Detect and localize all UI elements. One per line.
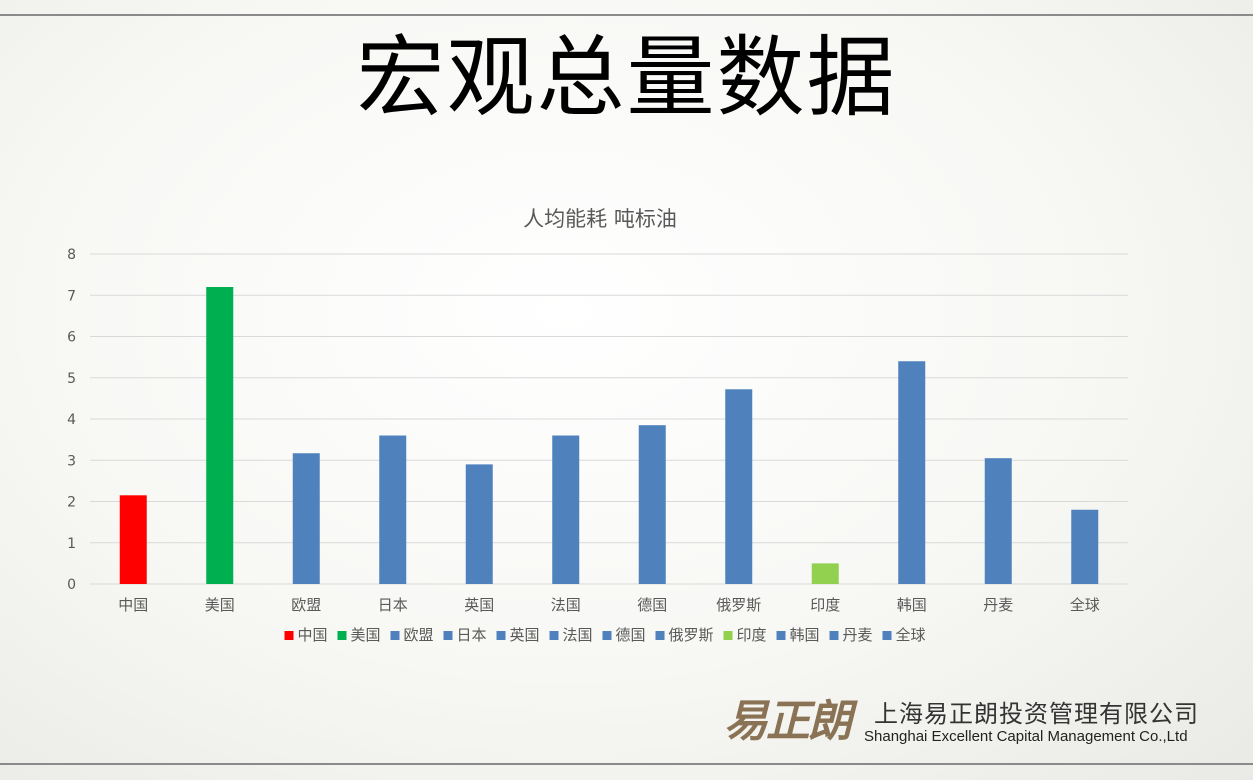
x-tick-label: 印度 bbox=[810, 596, 840, 614]
bar-8 bbox=[811, 563, 839, 584]
bar-11 bbox=[1071, 509, 1099, 584]
company-name-cn: 上海易正朗投资管理有限公司 bbox=[874, 700, 1199, 728]
y-tick-label: 0 bbox=[67, 577, 76, 593]
bar-3 bbox=[379, 435, 407, 584]
x-tick-label: 日本 bbox=[378, 596, 408, 614]
bottom-rule bbox=[0, 763, 1253, 765]
x-tick-label: 韩国 bbox=[897, 596, 927, 614]
bar-6 bbox=[638, 425, 666, 584]
bar-2 bbox=[292, 453, 320, 584]
bar-4 bbox=[465, 464, 493, 584]
y-tick-label: 2 bbox=[67, 495, 76, 511]
gridlines bbox=[90, 253, 1128, 585]
legend-swatch bbox=[829, 631, 839, 640]
legend-swatch bbox=[549, 631, 559, 640]
legend-label: 英国 bbox=[510, 626, 540, 644]
legend-swatch bbox=[284, 631, 294, 640]
legend-label: 俄罗斯 bbox=[669, 626, 714, 644]
legend-swatch bbox=[390, 631, 400, 640]
bar-7 bbox=[725, 389, 753, 584]
legend-label: 日本 bbox=[457, 626, 487, 644]
x-tick-label: 法国 bbox=[551, 596, 581, 614]
y-tick-label: 3 bbox=[67, 453, 76, 469]
legend-swatch bbox=[776, 631, 786, 640]
y-axis-ticks: 0 1 2 3 4 5 6 7 8 bbox=[67, 247, 76, 593]
y-tick-label: 1 bbox=[67, 536, 76, 552]
bars bbox=[119, 287, 1099, 584]
x-tick-label: 中国 bbox=[118, 596, 148, 614]
y-tick-label: 5 bbox=[67, 371, 76, 387]
bar-0 bbox=[119, 495, 147, 584]
x-axis-labels: 中国 美国 欧盟 日本 英国 法国 德国 俄罗斯 印度 韩国 丹麦 全球 bbox=[118, 596, 1100, 614]
company-logo: 易正朗 bbox=[724, 696, 852, 747]
legend-label: 法国 bbox=[563, 626, 593, 644]
x-tick-label: 俄罗斯 bbox=[716, 596, 761, 614]
legend-label: 中国 bbox=[298, 626, 328, 644]
top-rule bbox=[0, 14, 1253, 16]
bar-10 bbox=[984, 458, 1012, 584]
x-tick-label: 全球 bbox=[1070, 596, 1100, 614]
bar-1 bbox=[206, 287, 234, 584]
legend-label: 全球 bbox=[896, 626, 926, 644]
legend-swatch bbox=[337, 631, 347, 640]
legend-label: 韩国 bbox=[790, 626, 820, 644]
x-tick-label: 丹麦 bbox=[983, 596, 1013, 614]
x-tick-label: 美国 bbox=[205, 596, 235, 614]
slide-title: 宏观总量数据 bbox=[356, 26, 897, 129]
y-tick-label: 6 bbox=[67, 330, 76, 346]
legend-swatch bbox=[496, 631, 506, 640]
x-tick-label: 德国 bbox=[637, 596, 667, 614]
legend-swatch bbox=[655, 631, 665, 640]
legend-label: 德国 bbox=[616, 626, 646, 644]
y-tick-label: 7 bbox=[67, 288, 76, 304]
y-tick-label: 8 bbox=[67, 247, 76, 263]
legend-label: 印度 bbox=[737, 626, 767, 644]
x-tick-label: 英国 bbox=[464, 596, 494, 614]
company-name-en: Shanghai Excellent Capital Management Co… bbox=[864, 728, 1188, 745]
legend-swatch bbox=[882, 631, 892, 640]
bar-9 bbox=[898, 361, 926, 584]
legend-label: 欧盟 bbox=[404, 626, 434, 644]
bar-5 bbox=[552, 435, 580, 584]
legend-label: 丹麦 bbox=[843, 626, 873, 644]
legend-label: 美国 bbox=[351, 626, 381, 644]
legend-swatch bbox=[723, 631, 733, 640]
legend: 中国 美国 欧盟 日本 英国 法国 德国 俄罗斯 印度 韩国 丹麦 全球 bbox=[284, 626, 926, 644]
x-tick-label: 欧盟 bbox=[291, 596, 321, 614]
chart-title: 人均能耗 吨标油 bbox=[523, 207, 677, 231]
y-tick-label: 4 bbox=[67, 412, 76, 428]
legend-swatch bbox=[602, 631, 612, 640]
legend-swatch bbox=[443, 631, 453, 640]
